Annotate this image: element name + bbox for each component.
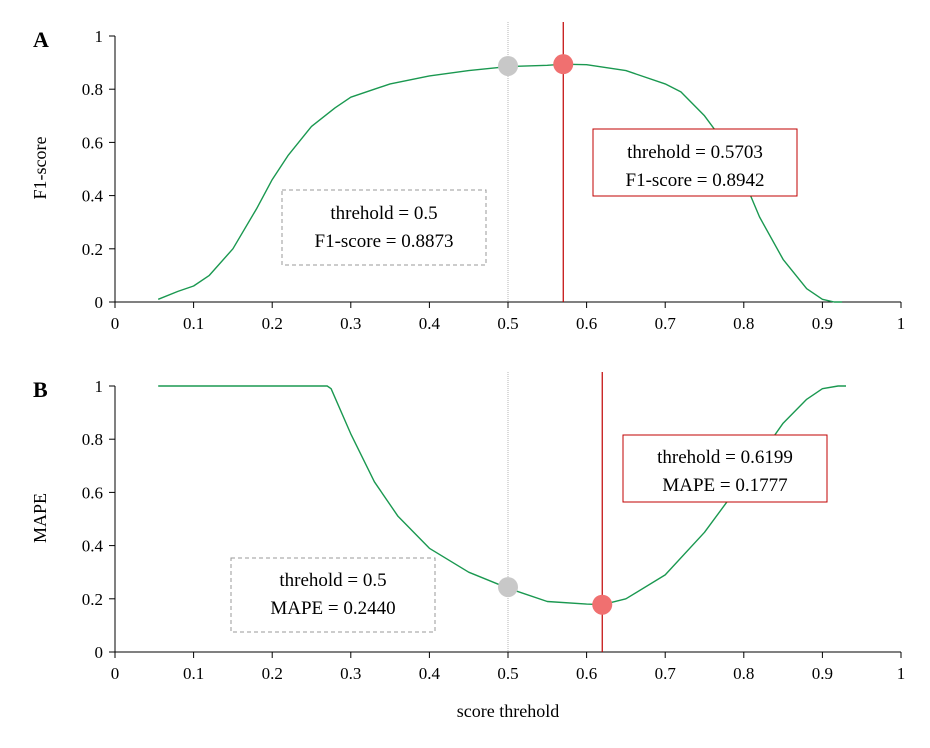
- panel-b-y-axis-label: MAPE: [30, 493, 50, 543]
- panel-b-y-tick-label: 0: [95, 643, 104, 662]
- panel-b-x-ticks: 0 0.1 0.2 0.3 0.4 0.5 0.6 0.7 0.8 0.9 1: [111, 652, 906, 683]
- panel-a-point-default: [498, 55, 518, 76]
- panel-b-x-tick-label: 0.1: [183, 664, 204, 683]
- panel-a-y-ticks: 0 0.2 0.4 0.6 0.8 1: [82, 27, 115, 312]
- panel-b-point-default: [498, 577, 518, 598]
- panel-a-y-tick-label: 0: [95, 293, 104, 312]
- panel-b-y-ticks: 0 0.2 0.4 0.6 0.8 1: [82, 377, 115, 662]
- panel-a-x-ticks: 0 0.1 0.2 0.3 0.4 0.5 0.6 0.7 0.8 0.9 1: [111, 302, 906, 333]
- panel-a-annotation-optimal: threhold = 0.5703 F1-score = 0.8942: [592, 128, 798, 197]
- panel-b-series-line: [158, 385, 846, 606]
- panel-a-x-tick-label: 0.6: [576, 314, 597, 333]
- panel-b-annotation-default: threhold = 0.5 MAPE = 0.2440: [230, 557, 436, 633]
- panel-a-x-tick-label: 0.8: [733, 314, 754, 333]
- panel-b-y-tick-label: 1: [95, 377, 104, 396]
- panel-a-annotation-default-line-2: F1-score = 0.8873: [315, 231, 454, 252]
- panel-b: B MAPE score threhold 0 0.2 0.4 0.6 0.8 1 0 0.…: [30, 372, 905, 721]
- panel-a-x-tick-label: 0.9: [812, 314, 833, 333]
- panel-b-x-tick-label: 0.6: [576, 664, 597, 683]
- panel-b-y-tick-label: 0.8: [82, 430, 103, 449]
- panel-a-label: A: [33, 27, 49, 52]
- panel-b-x-tick-label: 0.2: [262, 664, 283, 683]
- panel-b-x-tick-label: 0.3: [340, 664, 361, 683]
- panel-b-annotation-optimal-box: [622, 434, 828, 503]
- panel-a-x-tick-label: 0.7: [655, 314, 677, 333]
- panel-a: A F1-score 00.20.40.60.81 0 0.1 0.2 0.3 0.4 0…: [30, 22, 905, 333]
- panel-a-y-tick-label: 0.6: [82, 133, 103, 152]
- panel-b-x-tick-label: 0.7: [655, 664, 677, 683]
- panel-b-y-tick-label: 0.4: [82, 537, 104, 556]
- panel-a-annotation-optimal-box: [592, 128, 798, 197]
- panel-b-y-tick-label: 0.6: [82, 483, 103, 502]
- panel-a-annotation-default-box: [281, 189, 487, 266]
- panel-a-x-tick-label: 0.2: [262, 314, 283, 333]
- panel-b-axes: [114, 386, 901, 653]
- panel-b-x-tick-label: 0.8: [733, 664, 754, 683]
- panel-b-annotation-optimal: threhold = 0.6199 MAPE = 0.1777: [622, 434, 828, 503]
- panel-b-annotation-optimal-line-1: threhold = 0.6199: [657, 447, 793, 468]
- panel-a-reference-points: [498, 54, 574, 76]
- panel-a-x-tick-label: 0.3: [340, 314, 361, 333]
- panel-b-reference-points: [498, 577, 613, 615]
- panel-a-x-tick-label: 1: [897, 314, 906, 333]
- panel-a-y-tick-label: 1: [95, 27, 104, 46]
- panel-a-annotation-optimal-line-1: threhold = 0.5703: [627, 142, 763, 163]
- panel-b-x-tick-label: 1: [897, 664, 906, 683]
- panel-b-x-tick-label: 0.4: [419, 664, 441, 683]
- panel-a-x-tick-label: 0.5: [497, 314, 518, 333]
- panel-b-label: B: [33, 377, 48, 402]
- panel-a-point-optimal: [553, 54, 574, 75]
- panel-b-point-optimal: [592, 594, 613, 615]
- panel-b-annotation-default-line-2: MAPE = 0.2440: [270, 598, 395, 619]
- panel-a-x-tick-label: 0.1: [183, 314, 204, 333]
- panel-a-annotation-optimal-line-2: F1-score = 0.8942: [626, 170, 765, 191]
- panel-b-x-tick-label: 0: [111, 664, 120, 683]
- panel-b-x-tick-label: 0.5: [497, 664, 518, 683]
- panel-b-annotation-optimal-line-2: MAPE = 0.1777: [662, 475, 787, 496]
- panel-b-annotation-default-line-1: threhold = 0.5: [279, 570, 386, 591]
- panel-b-annotation-default-box: [230, 557, 436, 633]
- panel-a-y-tick-label: 0.4: [82, 187, 104, 206]
- panel-a-y-axis-label: F1-score: [30, 136, 50, 199]
- panel-b-y-tick-label: 0.2: [82, 590, 103, 609]
- panel-a-annotation-default-line-1: threhold = 0.5: [330, 203, 437, 224]
- panel-a-y-tick-label: 0.2: [82, 240, 103, 259]
- panel-a-x-tick-label: 0: [111, 314, 120, 333]
- panel-b-series: [158, 385, 846, 606]
- panel-a-annotation-default: threhold = 0.5 F1-score = 0.8873: [281, 189, 487, 266]
- panel-a-axes: [114, 36, 901, 303]
- panel-a-y-tick-label: 0.8: [82, 80, 103, 99]
- panel-b-x-tick-label: 0.9: [812, 664, 833, 683]
- panel-b-x-axis-label: score threhold: [457, 701, 559, 721]
- panel-a-x-tick-label: 0.4: [419, 314, 441, 333]
